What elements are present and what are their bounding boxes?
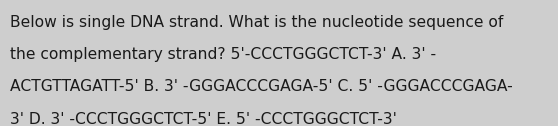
Text: 3' D. 3' -CCCTGGGCTCT-5' E. 5' -CCCTGGGCTCT-3': 3' D. 3' -CCCTGGGCTCT-5' E. 5' -CCCTGGGC… bbox=[10, 112, 397, 126]
Text: ACTGTTAGATT-5' B. 3' -GGGACCCGAGA-5' C. 5' -GGGACCCGAGA-: ACTGTTAGATT-5' B. 3' -GGGACCCGAGA-5' C. … bbox=[10, 79, 513, 94]
Text: Below is single DNA strand. What is the nucleotide sequence of: Below is single DNA strand. What is the … bbox=[10, 15, 503, 30]
Text: the complementary strand? 5'-CCCTGGGCTCT-3' A. 3' -: the complementary strand? 5'-CCCTGGGCTCT… bbox=[10, 47, 436, 62]
